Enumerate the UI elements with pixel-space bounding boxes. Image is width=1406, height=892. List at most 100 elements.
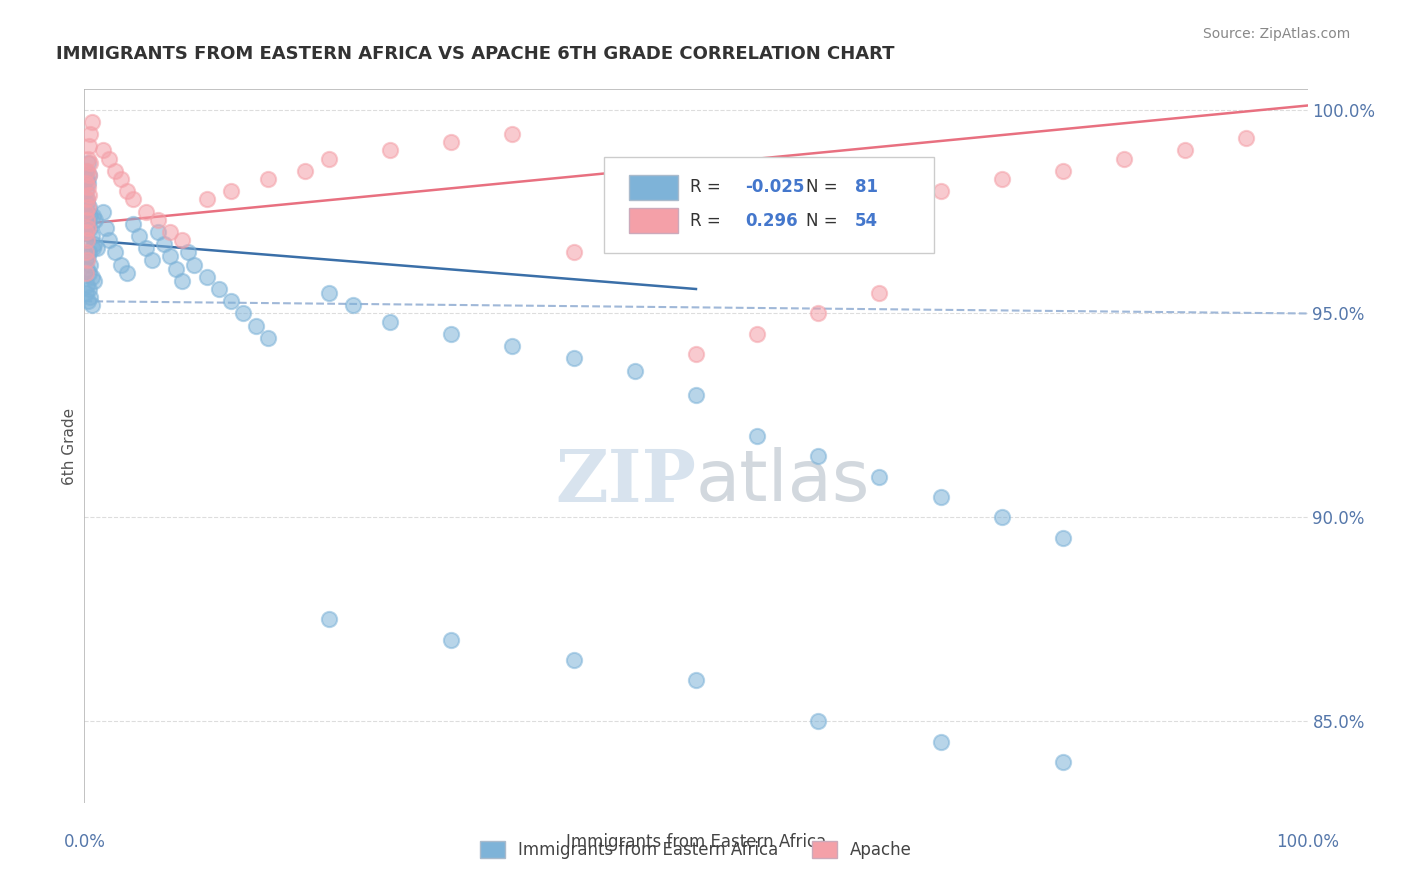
Point — [747, 429, 769, 443]
Point — [1052, 163, 1074, 178]
Point — [76, 253, 98, 268]
Text: Source: ZipAtlas.com: Source: ZipAtlas.com — [1202, 27, 1350, 41]
Point — [135, 241, 157, 255]
Point — [110, 258, 132, 272]
Point — [82, 241, 104, 255]
FancyBboxPatch shape — [628, 209, 678, 234]
Point — [1174, 144, 1197, 158]
Text: atlas: atlas — [696, 447, 870, 516]
Point — [1052, 755, 1074, 769]
Point — [991, 510, 1014, 524]
Point — [77, 249, 100, 263]
Point — [342, 298, 364, 312]
Point — [869, 192, 891, 206]
Text: ZIP: ZIP — [555, 446, 696, 517]
Point — [76, 277, 98, 292]
Point — [294, 163, 316, 178]
Point — [76, 196, 98, 211]
Point — [153, 237, 176, 252]
Point — [77, 212, 100, 227]
Point — [76, 172, 98, 186]
Point — [110, 172, 132, 186]
Point — [97, 233, 120, 247]
Point — [159, 225, 181, 239]
Point — [91, 204, 114, 219]
Point — [77, 176, 100, 190]
Point — [172, 274, 194, 288]
Text: N =: N = — [806, 178, 844, 196]
Point — [685, 388, 707, 402]
Point — [77, 245, 100, 260]
Point — [77, 139, 100, 153]
Point — [91, 144, 114, 158]
Point — [84, 212, 107, 227]
Y-axis label: 6th Grade: 6th Grade — [62, 408, 77, 484]
Point — [929, 734, 952, 748]
Point — [104, 245, 127, 260]
Point — [75, 204, 97, 219]
Point — [75, 245, 97, 260]
Point — [122, 192, 145, 206]
Point — [77, 155, 100, 169]
Point — [807, 449, 830, 463]
Point — [562, 653, 585, 667]
Point — [183, 258, 205, 272]
Point — [79, 209, 101, 223]
Point — [96, 220, 118, 235]
Point — [440, 632, 463, 647]
Point — [76, 233, 98, 247]
Point — [80, 115, 103, 129]
Point — [685, 225, 707, 239]
Point — [747, 326, 769, 341]
Text: 0.296: 0.296 — [745, 212, 797, 230]
Point — [440, 135, 463, 149]
Point — [75, 225, 97, 239]
Point — [146, 225, 169, 239]
Point — [77, 180, 100, 194]
Point — [75, 253, 97, 268]
Text: IMMIGRANTS FROM EASTERN AFRICA VS APACHE 6TH GRADE CORRELATION CHART: IMMIGRANTS FROM EASTERN AFRICA VS APACHE… — [56, 45, 894, 62]
Point — [1114, 152, 1136, 166]
Text: N =: N = — [806, 212, 844, 230]
Point — [141, 253, 163, 268]
Point — [807, 306, 830, 320]
Point — [165, 261, 187, 276]
Point — [75, 204, 97, 219]
Point — [75, 286, 97, 301]
Point — [115, 266, 138, 280]
Point — [79, 290, 101, 304]
Text: 100.0%: 100.0% — [1277, 833, 1339, 851]
Point — [86, 241, 108, 255]
Text: R =: R = — [690, 178, 725, 196]
Point — [104, 163, 127, 178]
Point — [75, 176, 97, 190]
Point — [562, 245, 585, 260]
Point — [79, 127, 101, 141]
Point — [135, 204, 157, 219]
Point — [146, 212, 169, 227]
Point — [75, 225, 97, 239]
Point — [318, 152, 340, 166]
Point — [75, 184, 97, 198]
Text: 54: 54 — [855, 212, 879, 230]
Point — [77, 294, 100, 309]
Point — [122, 217, 145, 231]
Point — [624, 363, 647, 377]
Point — [77, 152, 100, 166]
Point — [79, 220, 101, 235]
Point — [318, 612, 340, 626]
Point — [80, 269, 103, 284]
Point — [1236, 131, 1258, 145]
Point — [128, 229, 150, 244]
FancyBboxPatch shape — [605, 157, 935, 253]
Point — [502, 339, 524, 353]
Point — [177, 245, 200, 260]
Text: R =: R = — [690, 212, 725, 230]
Point — [77, 168, 100, 182]
Point — [79, 155, 101, 169]
Point — [83, 274, 105, 288]
Point — [257, 331, 280, 345]
Point — [991, 172, 1014, 186]
Point — [245, 318, 267, 333]
Point — [97, 152, 120, 166]
